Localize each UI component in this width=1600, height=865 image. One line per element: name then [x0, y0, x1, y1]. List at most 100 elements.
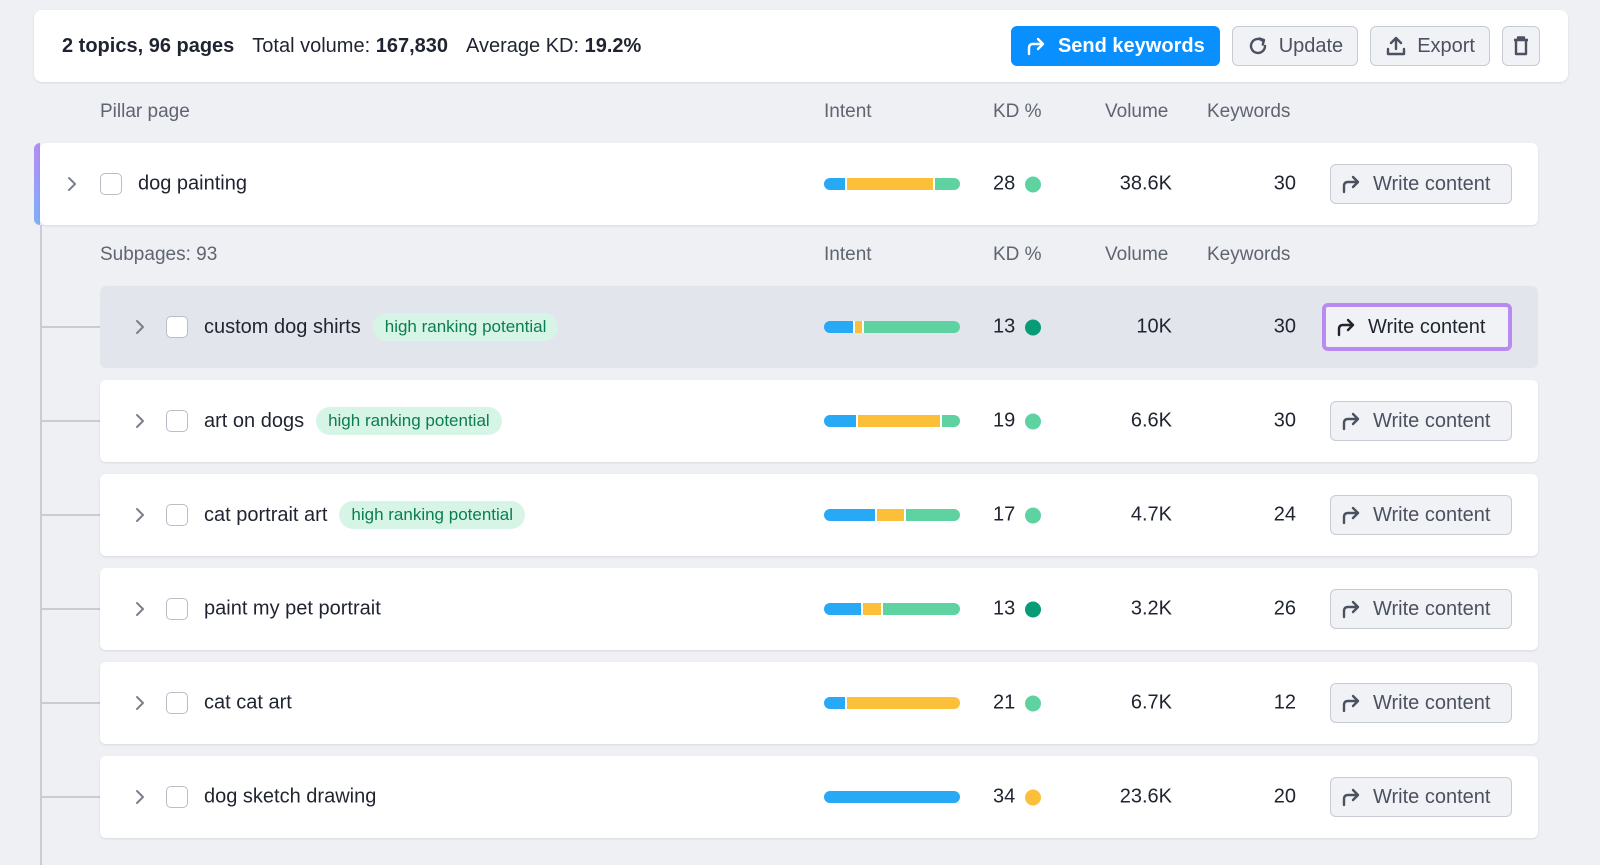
subpage-kd: 21 — [993, 692, 1042, 715]
kd-difficulty-dot — [1025, 601, 1042, 617]
tree-connector-branch — [40, 326, 100, 328]
intent-segment-gap — [932, 178, 935, 190]
volume-column-header: Volume — [1105, 101, 1169, 122]
expand-chevron-icon[interactable] — [132, 695, 148, 711]
subpage-row[interactable]: custom dog shirts high ranking potential… — [100, 286, 1538, 368]
intent-column-header: Intent — [824, 244, 872, 265]
subpage-volume: 3.2K — [1130, 597, 1172, 620]
pillar-table-header: Pillar page Intent KD % Volume Keywords — [0, 92, 1600, 132]
pillar-checkbox[interactable] — [100, 173, 122, 195]
intent-segment-gap — [861, 321, 864, 333]
intent-segment — [824, 603, 861, 615]
share-arrow-icon — [1342, 506, 1360, 525]
intent-segment-gap — [845, 178, 848, 190]
subpage-title-wrap: cat portrait art high ranking potential — [204, 501, 526, 529]
subpage-row[interactable]: cat cat art 21 6.7K 12 Write content — [100, 662, 1538, 744]
subpage-title: art on dogs — [204, 409, 305, 432]
subpage-volume: 6.7K — [1130, 691, 1172, 714]
kd-difficulty-dot — [1025, 507, 1042, 523]
write-content-label: Write content — [1373, 409, 1491, 432]
intent-column-header: Intent — [824, 101, 872, 122]
volume-column-header: Volume — [1105, 244, 1169, 265]
pillar-kd-value: 28 — [993, 172, 1016, 195]
kd-difficulty-dot — [1025, 413, 1042, 429]
subpage-kd-value: 13 — [993, 315, 1016, 338]
pillar-row[interactable]: dog painting 28 38.6K 30 Write content — [40, 143, 1538, 225]
pillar-volume: 38.6K — [1119, 172, 1172, 195]
intent-segment — [824, 697, 846, 709]
subpage-checkbox[interactable] — [166, 598, 188, 620]
subpage-keywords: 12 — [1273, 691, 1296, 714]
subpage-intent-bar — [824, 321, 960, 333]
delete-button[interactable] — [1502, 26, 1540, 66]
subpage-title-wrap: art on dogs high ranking potential — [204, 407, 502, 435]
kd-difficulty-dot — [1025, 319, 1042, 335]
intent-segment — [824, 791, 960, 803]
intent-segment — [824, 321, 854, 333]
intent-segment — [941, 415, 960, 427]
subpage-checkbox[interactable] — [166, 410, 188, 432]
update-label: Update — [1278, 34, 1344, 57]
send-keywords-button[interactable]: Send keywords — [1010, 26, 1220, 66]
summary-bar: 2 topics, 96 pages Total volume: 167,830… — [34, 10, 1568, 82]
subpage-row[interactable]: cat portrait art high ranking potential … — [100, 474, 1538, 556]
total-volume-value: 167,830 — [375, 34, 448, 57]
subpage-checkbox[interactable] — [166, 316, 188, 338]
write-content-label: Write content — [1373, 597, 1491, 620]
average-kd-value: 19.2% — [584, 34, 642, 57]
write-content-label: Write content — [1373, 503, 1491, 526]
subpage-checkbox[interactable] — [166, 504, 188, 526]
subpage-row[interactable]: dog sketch drawing 34 23.6K 20 Write con… — [100, 756, 1538, 838]
expand-chevron-icon[interactable] — [132, 789, 148, 805]
expand-chevron-icon[interactable] — [132, 413, 148, 429]
intent-segment-gap — [853, 321, 856, 333]
subpage-title-wrap: cat cat art — [204, 692, 292, 715]
write-content-button[interactable]: Write content — [1330, 164, 1512, 204]
intent-segment — [847, 178, 933, 190]
intent-segment — [877, 509, 904, 521]
intent-segment — [863, 321, 960, 333]
subpage-kd: 19 — [993, 410, 1042, 433]
subpage-row[interactable]: paint my pet portrait 13 3.2K 26 Write c… — [100, 568, 1538, 650]
expand-chevron-icon[interactable] — [132, 319, 148, 335]
write-content-button[interactable]: Write content — [1330, 401, 1512, 441]
write-content-button[interactable]: Write content — [1330, 495, 1512, 535]
intent-segment — [883, 603, 960, 615]
subpage-kd: 13 — [993, 598, 1042, 621]
write-content-button[interactable]: Write content — [1330, 589, 1512, 629]
share-arrow-icon — [1342, 175, 1360, 194]
write-content-button[interactable]: Write content — [1322, 303, 1512, 351]
intent-segment — [824, 509, 876, 521]
update-button[interactable]: Update — [1231, 26, 1359, 66]
share-arrow-icon — [1027, 37, 1045, 56]
tree-connector-branch — [40, 420, 100, 422]
share-arrow-icon — [1337, 318, 1355, 337]
ranking-potential-badge: high ranking potential — [316, 407, 502, 435]
subpage-title: paint my pet portrait — [204, 597, 381, 620]
subpage-keywords: 26 — [1273, 597, 1296, 620]
expand-chevron-icon[interactable] — [132, 601, 148, 617]
share-arrow-icon — [1342, 600, 1360, 619]
tree-connector-branch — [40, 796, 100, 798]
keywords-column-header: Keywords — [1207, 101, 1291, 122]
subpage-row[interactable]: art on dogs high ranking potential 19 6.… — [100, 380, 1538, 462]
toolbar: Send keywords Update Export — [1010, 26, 1540, 66]
share-arrow-icon — [1342, 412, 1360, 431]
write-content-label: Write content — [1368, 315, 1486, 338]
write-content-button[interactable]: Write content — [1330, 777, 1512, 817]
write-content-button[interactable]: Write content — [1330, 683, 1512, 723]
subpage-kd: 17 — [993, 504, 1042, 527]
kd-difficulty-dot — [1025, 695, 1042, 711]
subpage-checkbox[interactable] — [166, 692, 188, 714]
subpage-checkbox[interactable] — [166, 786, 188, 808]
subpage-intent-bar — [824, 603, 960, 615]
intent-segment-gap — [875, 509, 878, 521]
subpage-kd: 13 — [993, 315, 1042, 339]
pillar-page-column-header: Pillar page — [100, 101, 190, 122]
expand-chevron-icon[interactable] — [64, 176, 80, 192]
share-arrow-icon — [1342, 788, 1360, 807]
pillar-kd: 28 — [993, 172, 1042, 196]
export-button[interactable]: Export — [1370, 26, 1490, 66]
expand-chevron-icon[interactable] — [132, 507, 148, 523]
intent-segment — [905, 509, 960, 521]
